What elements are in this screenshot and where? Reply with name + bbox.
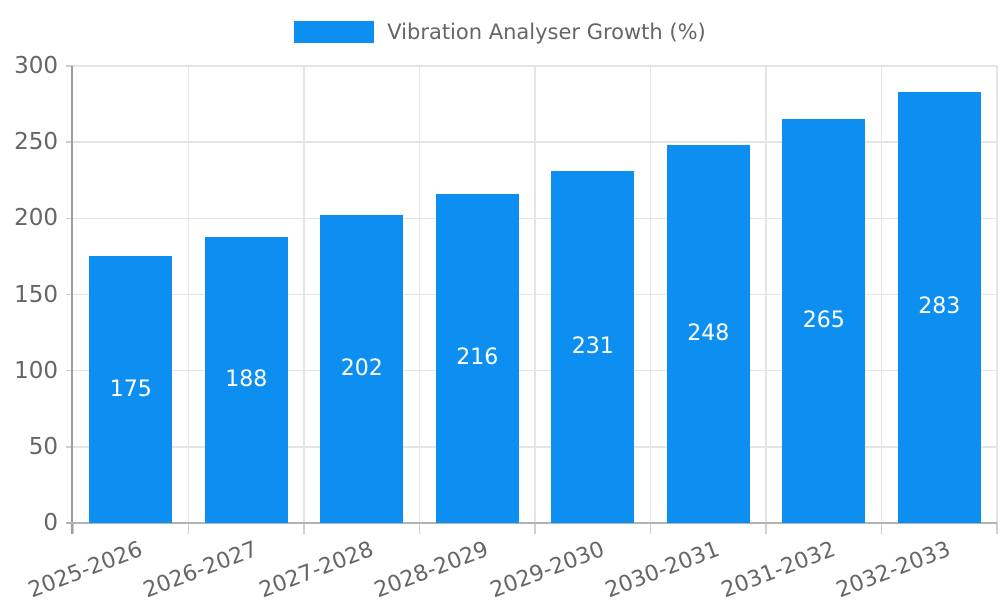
bar-value-label: 265 (802, 308, 845, 334)
bar-value-label: 216 (456, 345, 499, 371)
bar-value-label: 188 (225, 366, 268, 392)
legend-swatch (294, 21, 375, 43)
bar[interactable] (204, 236, 288, 523)
bar[interactable] (897, 91, 981, 523)
y-tick-label: 100 (14, 357, 58, 384)
bar[interactable] (435, 193, 519, 523)
y-tick-label: 50 (28, 433, 58, 460)
x-gridline (187, 66, 190, 523)
x-tick (649, 523, 652, 534)
x-gridline (534, 66, 536, 523)
x-tick (72, 523, 74, 534)
y-tick (66, 446, 73, 448)
y-tick-label: 250 (14, 129, 58, 156)
x-tick (534, 523, 536, 534)
x-axis-line (66, 522, 997, 524)
x-tick (187, 523, 190, 534)
bar-value-label: 202 (340, 356, 383, 382)
x-tick (880, 523, 883, 534)
y-axis-line (71, 66, 73, 534)
y-tick-label: 300 (14, 53, 58, 79)
y-tick-label: 200 (14, 205, 58, 232)
x-tick (303, 523, 305, 534)
y-tick (66, 217, 73, 220)
y-tick (66, 369, 73, 372)
x-gridline (765, 66, 767, 523)
bar-value-label: 231 (571, 334, 614, 360)
bar[interactable] (782, 119, 866, 523)
bar[interactable] (320, 215, 404, 523)
bar-value-label: 248 (687, 321, 730, 347)
bar-value-label: 283 (918, 294, 961, 320)
y-tick (66, 65, 73, 67)
chart-legend[interactable]: Vibration Analyser Growth (%) (0, 20, 1000, 44)
bar-value-label: 175 (109, 376, 152, 402)
y-tick (66, 141, 73, 143)
y-tick (66, 293, 73, 296)
y-tick-label: 0 (43, 510, 58, 536)
x-gridline (303, 66, 305, 523)
x-gridline (418, 66, 421, 523)
bar[interactable] (89, 256, 173, 523)
x-tick (418, 523, 421, 534)
x-tick (765, 523, 767, 534)
bar[interactable] (551, 171, 635, 523)
bar[interactable] (666, 145, 750, 523)
y-tick-label: 150 (14, 281, 58, 308)
legend-label: Vibration Analyser Growth (%) (387, 20, 706, 44)
x-gridline (649, 66, 652, 523)
x-gridline (996, 66, 998, 523)
x-gridline (880, 66, 883, 523)
x-tick (996, 523, 998, 534)
